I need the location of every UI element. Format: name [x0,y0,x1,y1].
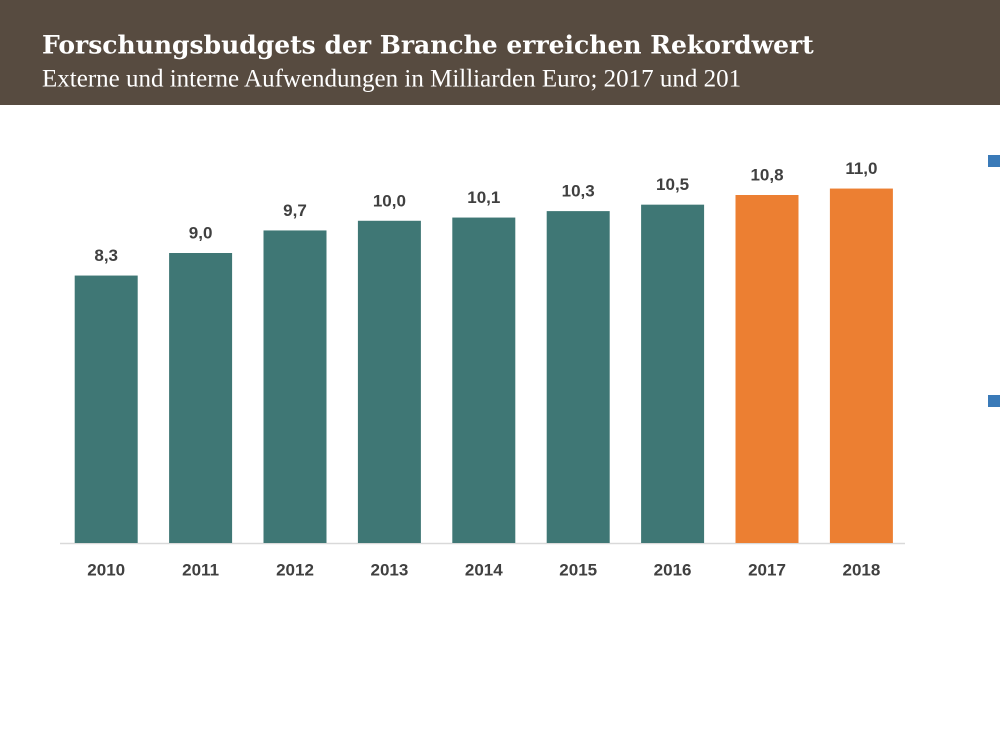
x-tick-label: 2018 [842,560,880,579]
bar [357,220,421,543]
bar [169,253,233,543]
bar [735,195,799,543]
x-tick-label: 2013 [370,560,408,579]
chart-title: Forschungsbudgets der Branche erreichen … [42,31,814,60]
bar [641,204,705,543]
bar [452,217,516,544]
value-label: 10,8 [750,165,783,184]
x-tick-label: 2011 [182,560,219,579]
legend-swatch [988,155,1000,167]
value-label: 8,3 [94,246,118,265]
value-label: 10,3 [562,182,595,201]
x-tick-label: 2010 [87,560,125,579]
x-tick-label: 2012 [276,560,314,579]
bar [829,188,893,544]
x-tick-label: 2014 [465,560,503,579]
value-label: 9,0 [189,223,213,242]
value-label: 10,1 [467,188,500,207]
value-label: 10,5 [656,175,689,194]
bar [263,230,327,543]
x-tick-label: 2017 [748,560,786,579]
bar [546,211,610,543]
value-label: 11,0 [845,159,877,178]
value-label: 9,7 [283,201,307,220]
value-label: 10,0 [373,191,406,210]
chart-subtitle: Externe und interne Aufwendungen in Mill… [42,66,741,93]
legend-swatch [988,395,1000,407]
bar [74,275,138,543]
x-tick-label: 2016 [654,560,692,579]
x-tick-label: 2015 [559,560,597,579]
header-band [0,0,1000,105]
